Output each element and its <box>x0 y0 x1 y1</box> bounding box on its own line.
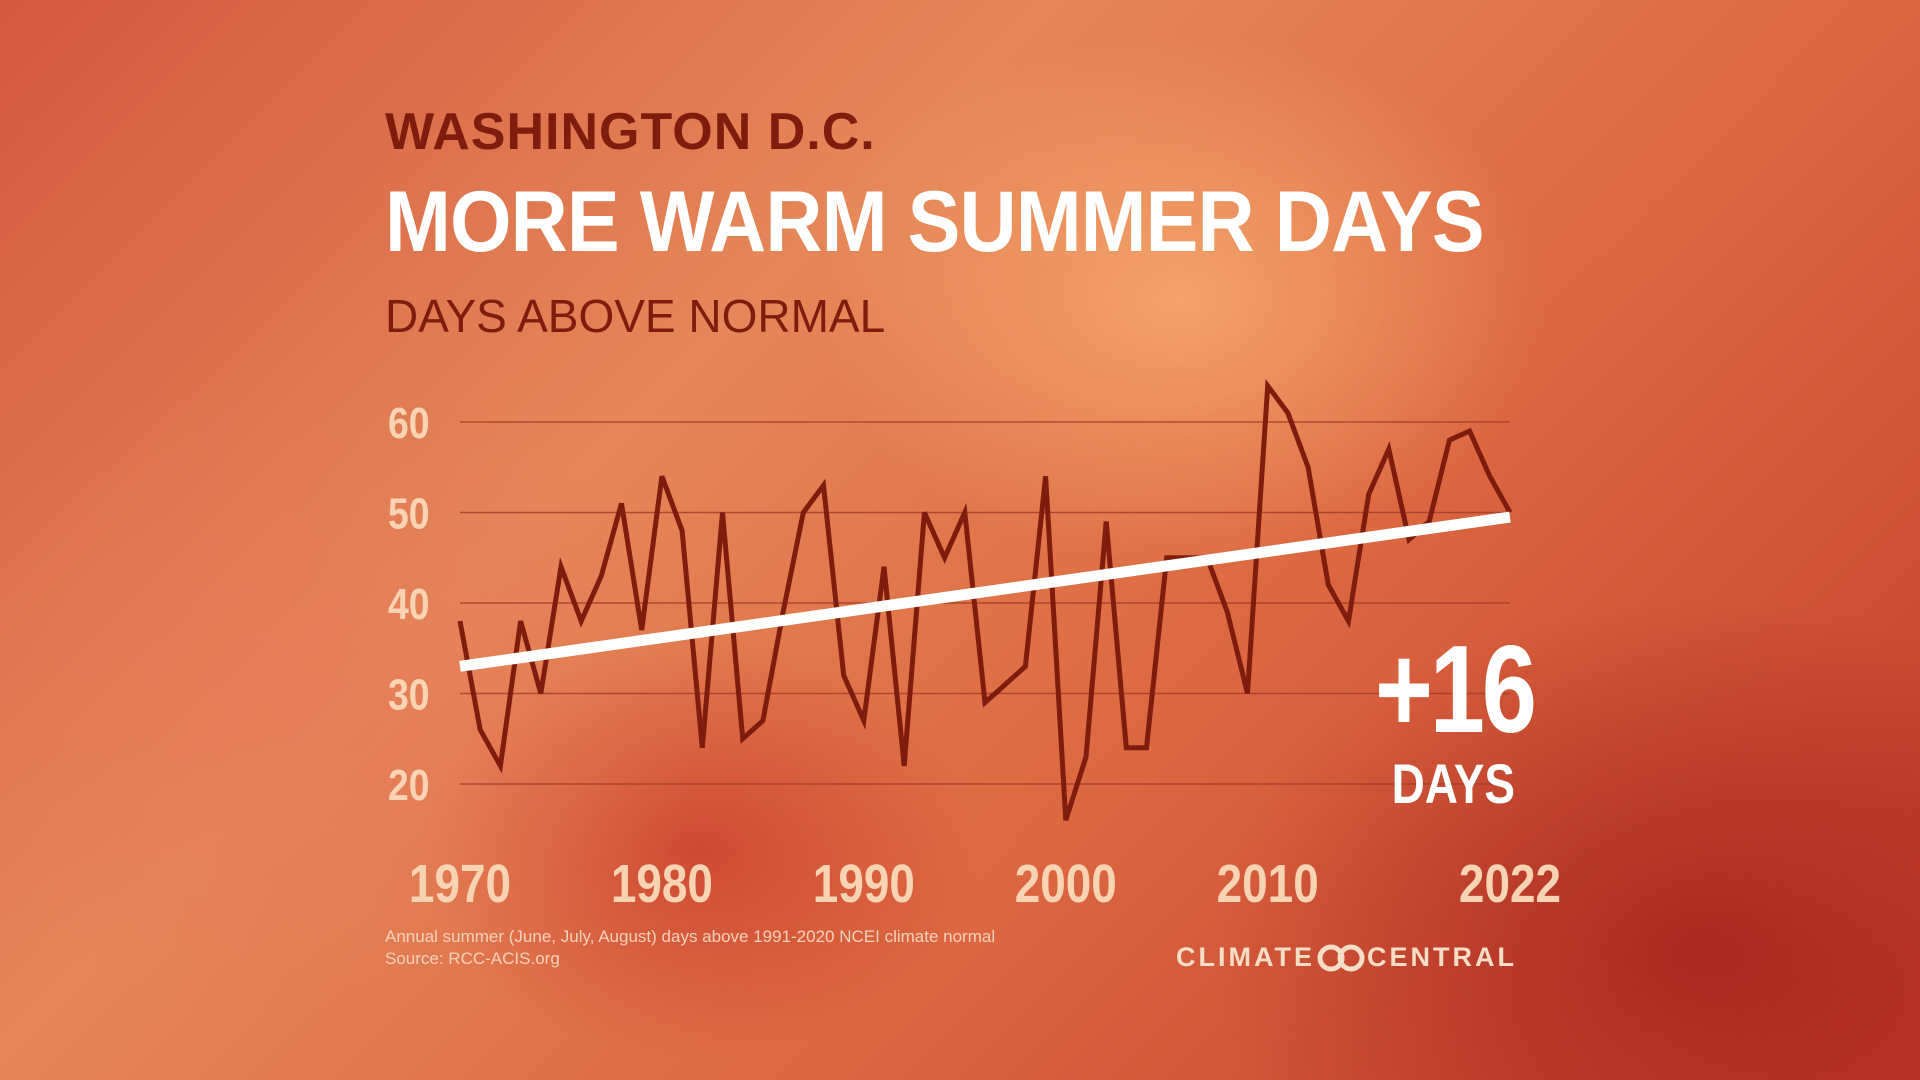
y-tick-label: 60 <box>388 398 430 448</box>
x-tick-label: 1980 <box>611 854 713 914</box>
y-tick-label: 20 <box>388 760 430 810</box>
footnote-source: Source: RCC-ACIS.org <box>385 949 560 968</box>
footnote-description: Annual summer (June, July, August) days … <box>385 927 996 946</box>
y-tick-label: 30 <box>388 670 430 720</box>
change-annotation: +16 DAYS <box>1340 621 1537 815</box>
trend-line <box>459 511 1511 672</box>
y-tick-label: 40 <box>388 579 430 629</box>
chart-header: WASHINGTON D.C. MORE WARM SUMMER DAYS DA… <box>385 100 1579 344</box>
y-tick-label: 50 <box>388 489 430 539</box>
chart-subtitle: DAYS ABOVE NORMAL <box>385 290 886 342</box>
climate-central-logo: CLIMATE CENTRAL <box>1176 942 1514 973</box>
x-tick-label: 1990 <box>813 854 915 914</box>
chart-title: MORE WARM SUMMER DAYS <box>385 174 1485 270</box>
x-tick-label: 2010 <box>1217 854 1319 914</box>
change-value: +16 <box>1375 621 1537 759</box>
footnote: Annual summer (June, July, August) days … <box>385 926 995 970</box>
x-tick-label: 2000 <box>1015 854 1117 914</box>
change-unit: DAYS <box>1391 752 1515 815</box>
x-tick-label: 1970 <box>409 854 511 914</box>
x-tick-label: 2022 <box>1459 854 1561 914</box>
climate-central-logo-icon <box>1315 943 1367 973</box>
city-title: WASHINGTON D.C. <box>385 103 876 161</box>
brand-right-text: CENTRAL <box>1366 942 1517 972</box>
brand-left-text: CLIMATE <box>1176 942 1315 972</box>
